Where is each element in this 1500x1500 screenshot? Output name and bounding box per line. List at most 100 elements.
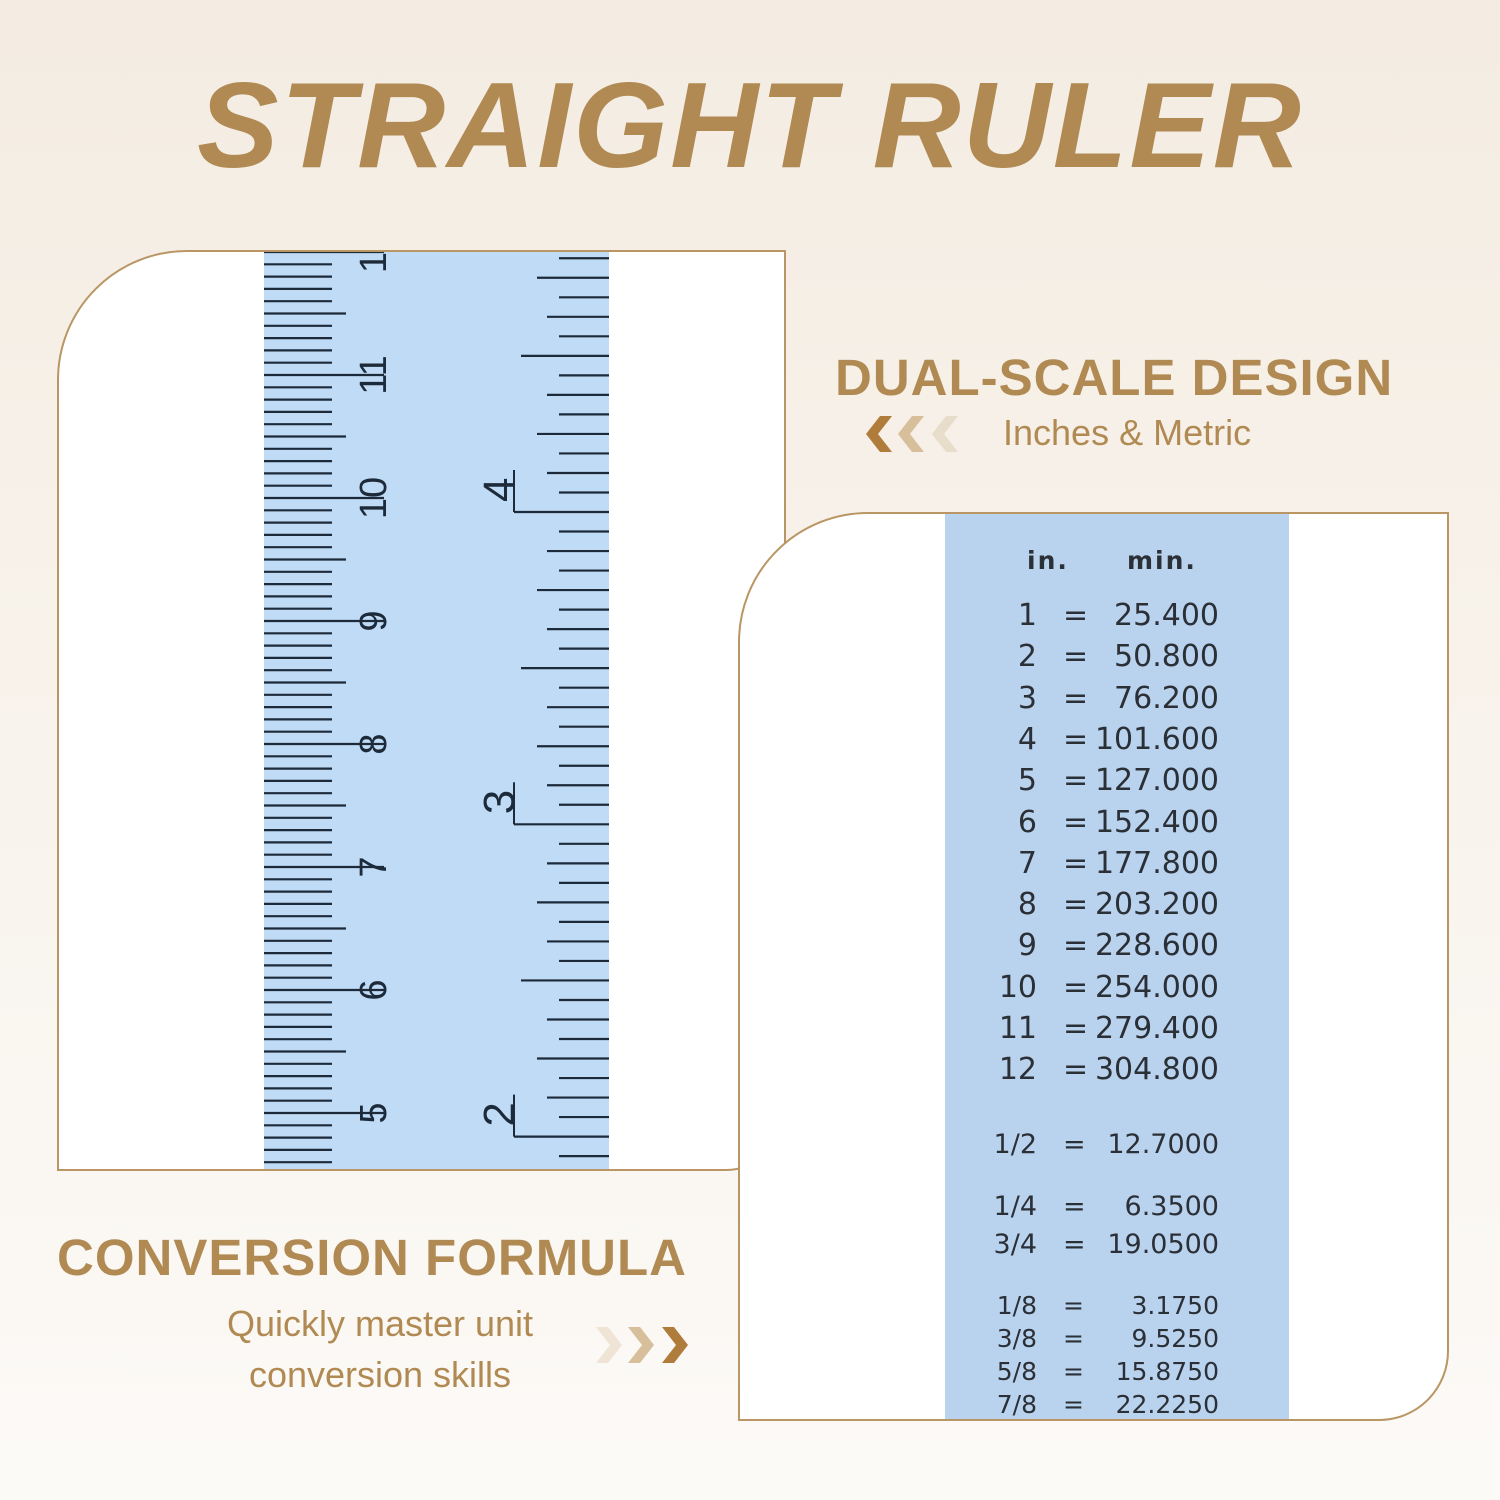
equals-sign: = [1063, 804, 1089, 840]
inch-value: 11 [998, 1011, 1037, 1046]
equals-sign: = [1063, 1324, 1084, 1353]
table-row: 1 = 25.400 [945, 598, 1289, 638]
table-row: 10 = 254.000 [945, 970, 1289, 1010]
mm-value: 3.1750 [1131, 1291, 1219, 1320]
equals-sign: = [1063, 1229, 1086, 1260]
inch-value: 7 [1017, 845, 1037, 881]
inch-value: 5/8 [996, 1357, 1037, 1386]
ruler-scale-image: 12 11 10 9 8 7 6 5 4 3 2 [264, 252, 609, 1169]
feature-subtitle-dual-scale: Inches & Metric [1003, 412, 1252, 453]
inch-label: 4 [475, 478, 524, 502]
ruler-scale: 12 11 10 9 8 7 6 5 4 3 2 [264, 252, 609, 1164]
metric-label: 12 [353, 252, 395, 273]
equals-sign: = [1063, 1052, 1089, 1088]
inch-value: 5 [1017, 763, 1037, 799]
inch-value: 1/2 [993, 1129, 1037, 1160]
table-row: 9 = 228.600 [945, 928, 1289, 968]
mm-value: 228.600 [1094, 928, 1219, 964]
equals-sign: = [1063, 1357, 1084, 1386]
equals-sign: = [1063, 1129, 1086, 1160]
table-header: in. min. [945, 546, 1289, 586]
table-row: 8 = 203.200 [945, 887, 1289, 927]
equals-sign: = [1063, 887, 1089, 923]
equals-sign: = [1063, 680, 1089, 716]
inch-value: 12 [998, 1052, 1037, 1088]
mm-value: 279.400 [1094, 1011, 1219, 1046]
metric-label: 7 [353, 856, 395, 877]
inch-value: 1 [1017, 598, 1037, 633]
equals-sign: = [1063, 1291, 1084, 1320]
inch-value: 8 [1017, 887, 1037, 923]
equals-sign: = [1063, 1191, 1086, 1222]
mm-value: 101.600 [1094, 721, 1219, 757]
table-row: 1/4 = 6.3500 [945, 1191, 1289, 1231]
table-row: 5/8 = 15.8750 [945, 1357, 1289, 1397]
metric-label: 5 [353, 1102, 395, 1123]
metric-label: 6 [353, 979, 395, 1000]
mm-value: 6.3500 [1124, 1191, 1219, 1222]
table-row: 6 = 152.400 [945, 805, 1289, 845]
inch-label: 3 [475, 790, 524, 814]
mm-value: 254.000 [1094, 969, 1219, 1005]
table-row: 4 = 101.600 [945, 722, 1289, 762]
header-millimeters: min. [1127, 546, 1197, 575]
mm-value: 152.400 [1094, 804, 1219, 840]
table-row: 12 = 304.800 [945, 1052, 1289, 1092]
table-row: 1/2 = 12.7000 [945, 1129, 1289, 1169]
equals-sign: = [1063, 928, 1089, 964]
mm-value: 22.2250 [1115, 1390, 1219, 1419]
equals-sign: = [1063, 639, 1089, 675]
mm-value: 9.5250 [1131, 1324, 1219, 1353]
inch-value: 6 [1017, 804, 1037, 840]
inch-value: 3/8 [996, 1324, 1037, 1353]
mm-value: 127.000 [1094, 763, 1219, 799]
equals-sign: = [1063, 1011, 1089, 1046]
mm-value: 50.800 [1114, 639, 1219, 675]
inch-value: 3 [1017, 680, 1037, 716]
conversion-table: in. min. 1 = 25.400 2 = 50.800 3 = 76.200 4 = 101.6… [945, 514, 1289, 1419]
mm-value: 177.800 [1094, 845, 1219, 881]
page-title: STRAIGHT RULER [197, 57, 1303, 193]
inch-value: 10 [998, 969, 1037, 1005]
mm-value: 304.800 [1094, 1052, 1219, 1088]
table-row: 5 = 127.000 [945, 763, 1289, 803]
mm-value: 76.200 [1114, 680, 1219, 716]
inch-value: 2 [1017, 639, 1037, 675]
equals-sign: = [1063, 969, 1089, 1005]
feature-heading-dual-scale: DUAL-SCALE DESIGN [835, 349, 1394, 406]
subtitle-line: Quickly master unit [226, 1303, 534, 1344]
inch-value: 9 [1017, 928, 1037, 964]
subtitle-line: conversion skills [248, 1354, 512, 1395]
mm-value: 12.7000 [1107, 1129, 1219, 1160]
table-row: 3/4 = 19.0500 [945, 1229, 1289, 1269]
ruler-scale-card: 12 11 10 9 8 7 6 5 4 3 2 [57, 250, 786, 1171]
inch-value: 3/4 [993, 1229, 1037, 1260]
equals-sign: = [1063, 721, 1089, 757]
inch-value: 4 [1017, 721, 1037, 757]
equals-sign: = [1063, 1390, 1084, 1419]
table-row: 3/8 = 9.5250 [945, 1324, 1289, 1364]
mm-value: 25.400 [1114, 598, 1219, 633]
metric-label: 9 [353, 610, 395, 631]
metric-label: 10 [353, 477, 395, 519]
chevrons-left-icon [862, 414, 962, 454]
table-row: 7/8 = 22.2250 [945, 1390, 1289, 1419]
feature-subtitle-conversion: Quickly master unit conversion skills [180, 1298, 580, 1400]
conversion-table-card: in. min. 1 = 25.400 2 = 50.800 3 = 76.200 4 = 101.6… [738, 512, 1449, 1421]
inch-label: 2 [475, 1102, 524, 1126]
table-row: 7 = 177.800 [945, 846, 1289, 886]
mm-value: 19.0500 [1107, 1229, 1219, 1260]
mm-value: 15.8750 [1115, 1357, 1219, 1386]
equals-sign: = [1063, 598, 1089, 633]
inch-value: 1/8 [996, 1291, 1037, 1320]
chevrons-right-icon [592, 1325, 692, 1365]
table-row: 11 = 279.400 [945, 1011, 1289, 1051]
metric-label: 11 [353, 355, 395, 394]
header-inches: in. [1027, 546, 1069, 575]
table-row: 1/8 = 3.1750 [945, 1291, 1289, 1331]
inch-value: 1/4 [993, 1191, 1037, 1222]
table-row: 3 = 76.200 [945, 681, 1289, 721]
metric-label: 8 [353, 733, 395, 754]
table-row: 2 = 50.800 [945, 639, 1289, 679]
equals-sign: = [1063, 845, 1089, 881]
